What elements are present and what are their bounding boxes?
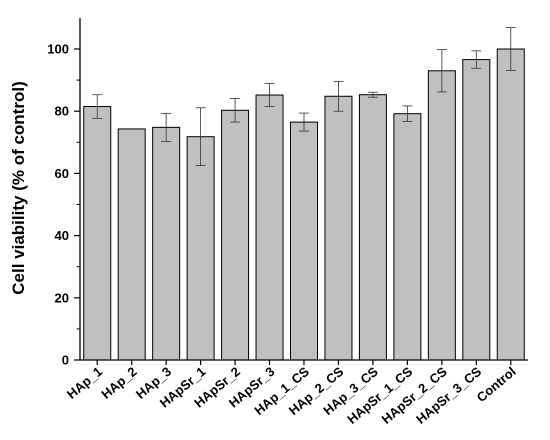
y-tick-label: 100	[47, 42, 69, 57]
bar	[462, 59, 491, 361]
y-axis-title: Cell viability (% of control)	[9, 81, 28, 294]
bar	[290, 121, 318, 361]
y-tick-label: 60	[55, 166, 69, 181]
x-tick-label: HAp_2	[98, 364, 139, 402]
bar	[117, 128, 146, 361]
bar	[324, 95, 353, 361]
bar	[221, 109, 250, 361]
x-tick-label: Control	[474, 364, 519, 405]
bar	[496, 48, 525, 361]
y-tick-label: 80	[55, 104, 69, 119]
y-tick-label: 40	[55, 228, 69, 243]
x-tick-label: HAp_1	[64, 364, 105, 402]
bar	[186, 136, 215, 361]
bar	[255, 94, 284, 361]
bar	[152, 126, 181, 361]
bar	[393, 113, 422, 361]
bar	[427, 70, 456, 361]
bar	[83, 106, 112, 361]
y-tick-label: 20	[55, 290, 69, 305]
y-tick-label: 0	[62, 353, 69, 368]
bar	[358, 94, 387, 361]
